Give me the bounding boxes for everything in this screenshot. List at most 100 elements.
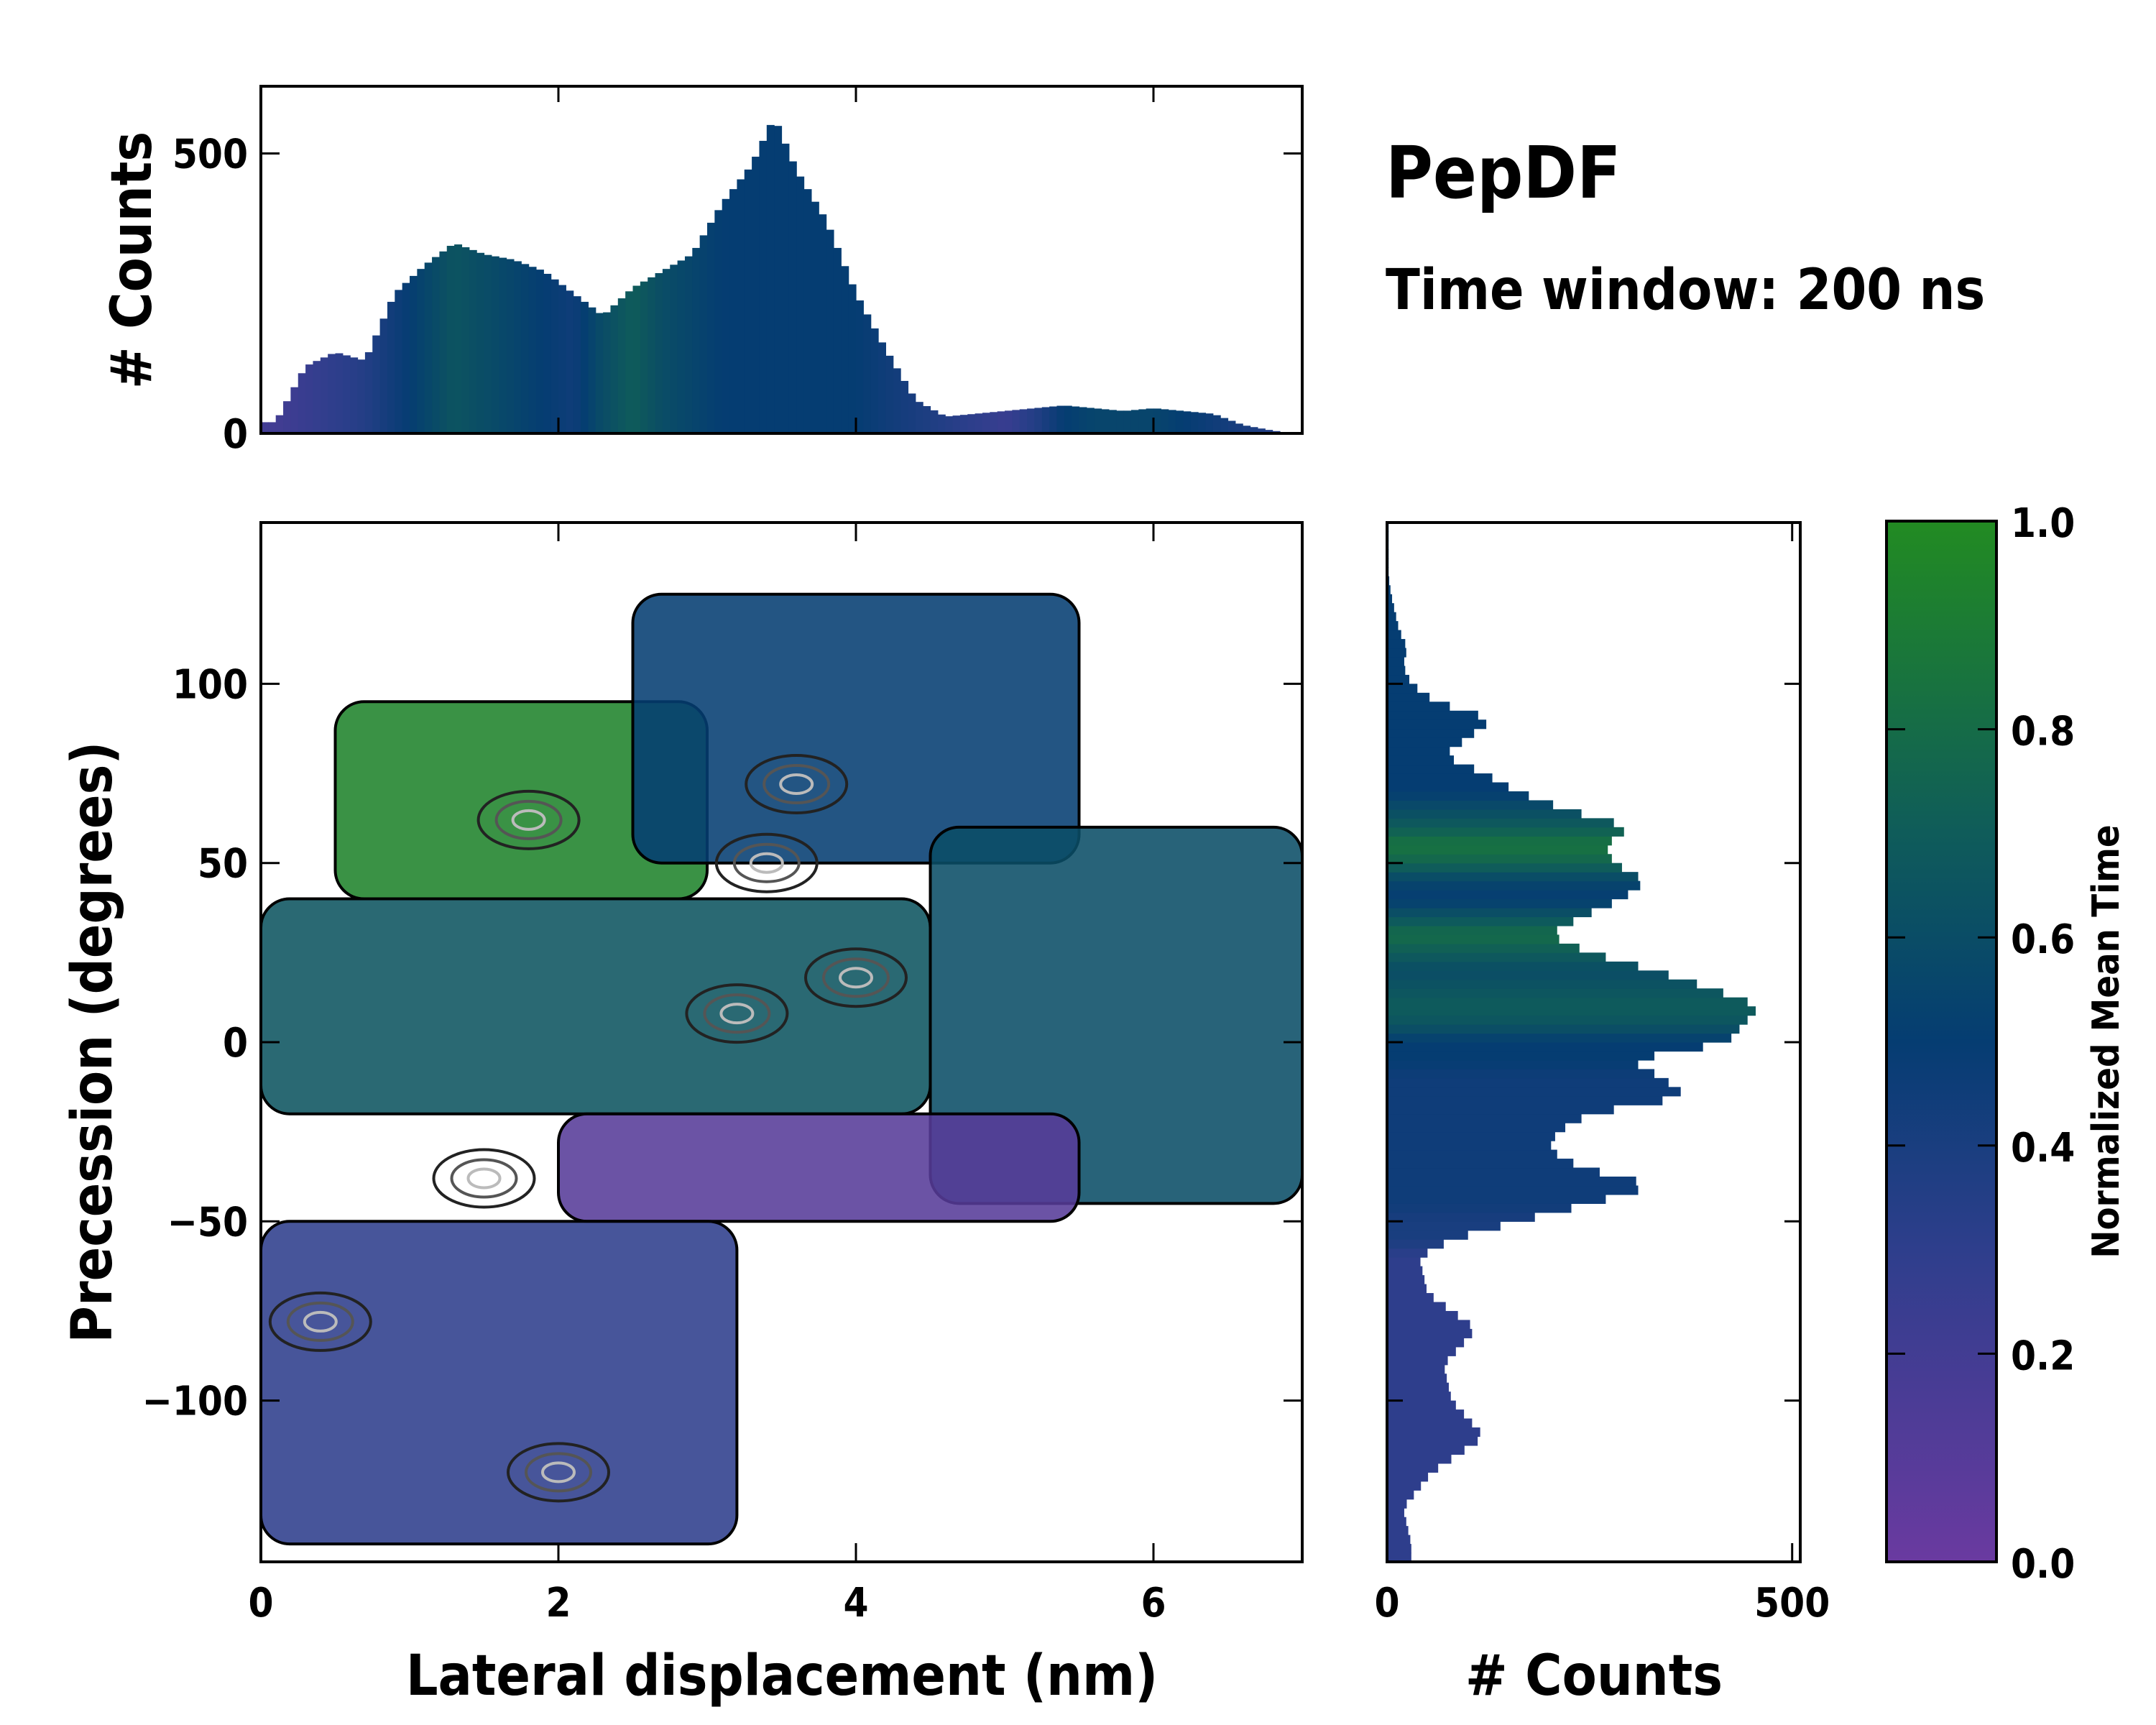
top-histogram-bar (788, 161, 797, 433)
top-histogram-bar (1049, 406, 1058, 433)
right-histogram-bar (1387, 782, 1509, 792)
density-contour (804, 947, 908, 1008)
density-contour (494, 799, 563, 840)
right-histogram-bar (1387, 1203, 1572, 1213)
right-histogram-bar (1387, 1320, 1470, 1330)
right-histogram-bar (1387, 1221, 1501, 1231)
top-histogram-bar (1250, 427, 1258, 433)
right-histogram-bar (1387, 827, 1624, 837)
top-histogram-bar (759, 140, 768, 433)
right-histogram-bar (1387, 1418, 1473, 1428)
right-histogram-bar (1387, 603, 1394, 613)
top-histogram-bar (1064, 405, 1072, 433)
top-histogram-bar (328, 354, 336, 433)
top-histogram-bar (476, 252, 485, 433)
right-histogram-bar (1387, 612, 1396, 622)
top-histogram-bar (655, 273, 663, 433)
top-histogram-bar (521, 264, 530, 433)
right-histogram-bar (1387, 630, 1401, 640)
top-histogram-bar (410, 275, 418, 433)
top-histogram-bar (990, 412, 998, 433)
top-histogram-bar (893, 368, 901, 433)
top-histogram-bar (997, 411, 1005, 433)
top-histogram-bar (550, 279, 559, 433)
right-histogram-bar (1387, 773, 1493, 783)
top-histogram-bar (1220, 418, 1229, 433)
density-contour (732, 842, 801, 883)
top-histogram-bar (1086, 408, 1095, 433)
right-histogram-bar (1387, 1051, 1655, 1061)
top-histogram-bar (848, 284, 857, 433)
right-histogram-bar (1387, 1445, 1465, 1455)
top-histogram-bar (952, 415, 961, 433)
main-x-tick-label: 4 (843, 1580, 868, 1627)
top-histogram-bar (923, 406, 931, 433)
top-histogram-bar (841, 266, 849, 433)
top-histogram-bar (1079, 407, 1087, 433)
right-histogram-bar (1387, 1024, 1740, 1034)
top-histogram-bar (506, 259, 515, 433)
top-histogram-ylabel: # Counts (100, 132, 165, 389)
right-histogram-bar (1387, 1006, 1756, 1016)
heatmap-region (261, 897, 932, 1116)
right-histogram-bar (1387, 908, 1592, 918)
top-histogram-bar (499, 257, 507, 433)
density-contour (476, 789, 581, 850)
colorbar-tick-label: 0.6 (2011, 916, 2075, 963)
right-histogram-bar (1387, 791, 1529, 801)
top-histogram-bar (803, 189, 812, 433)
top-histogram-bar (707, 222, 715, 433)
right-histogram-bar (1387, 1033, 1732, 1043)
top-histogram-bar (684, 256, 693, 433)
top-histogram-bar (469, 249, 477, 433)
top-histogram-bar (1041, 407, 1050, 433)
top-histogram-bar (1198, 413, 1207, 433)
right-histogram-bar (1387, 639, 1406, 649)
top-histogram-bar (1034, 408, 1043, 433)
right-marginal-histogram: 0 500 # Counts (1374, 521, 1830, 1708)
top-histogram-bar (1257, 428, 1266, 433)
right-histogram-bar (1387, 880, 1641, 891)
right-histogram-bar (1387, 934, 1560, 944)
right-histogram-bar (1387, 1535, 1411, 1545)
right-histogram-bar (1387, 961, 1639, 971)
right-histogram-bar (1387, 1356, 1448, 1366)
right-histogram-bar (1387, 621, 1399, 631)
right-histogram-bar (1387, 1374, 1447, 1384)
top-histogram-bar (350, 357, 359, 433)
top-histogram-bar (796, 176, 805, 433)
right-histogram-bar (1387, 737, 1462, 748)
top-histogram-bar (543, 273, 552, 433)
top-histogram-bar (1227, 420, 1236, 433)
density-contour (839, 967, 873, 989)
top-histogram-bar (275, 415, 284, 433)
density-contour (822, 957, 890, 998)
density-contour (685, 983, 789, 1044)
right-histogram-bar (1387, 1176, 1636, 1187)
right-histogram-bar (1387, 1284, 1427, 1294)
figure-title: PepDF (1386, 131, 1621, 215)
top-histogram-bar (588, 307, 596, 433)
top-histogram-bar (335, 353, 344, 433)
top-histogram-bar (699, 235, 708, 433)
colorbar-tick-label: 0.0 (2011, 1541, 2075, 1588)
right-histogram-bar (1387, 1364, 1445, 1374)
top-histogram-bar (290, 387, 299, 433)
right-histogram-bar (1387, 1499, 1407, 1509)
right-histogram-bar (1387, 925, 1557, 936)
right-histogram-xlabel: # Counts (1465, 1644, 1723, 1708)
top-histogram-bar (1123, 410, 1132, 433)
top-histogram-bar (617, 298, 626, 433)
right-histogram-bar (1387, 1159, 1574, 1169)
right-histogram-bar (1387, 1472, 1429, 1482)
right-histogram-bar (1387, 1167, 1600, 1177)
top-histogram-bar (1183, 411, 1192, 433)
right-histogram-bar (1387, 818, 1614, 828)
top-histogram-bar (648, 277, 656, 433)
density-contour (450, 1158, 518, 1199)
top-histogram-bar (417, 269, 425, 433)
top-histogram-bar (744, 169, 752, 433)
top-histogram-bar (1130, 410, 1139, 433)
top-marginal-histogram: 0 500 # Counts (100, 85, 1304, 458)
